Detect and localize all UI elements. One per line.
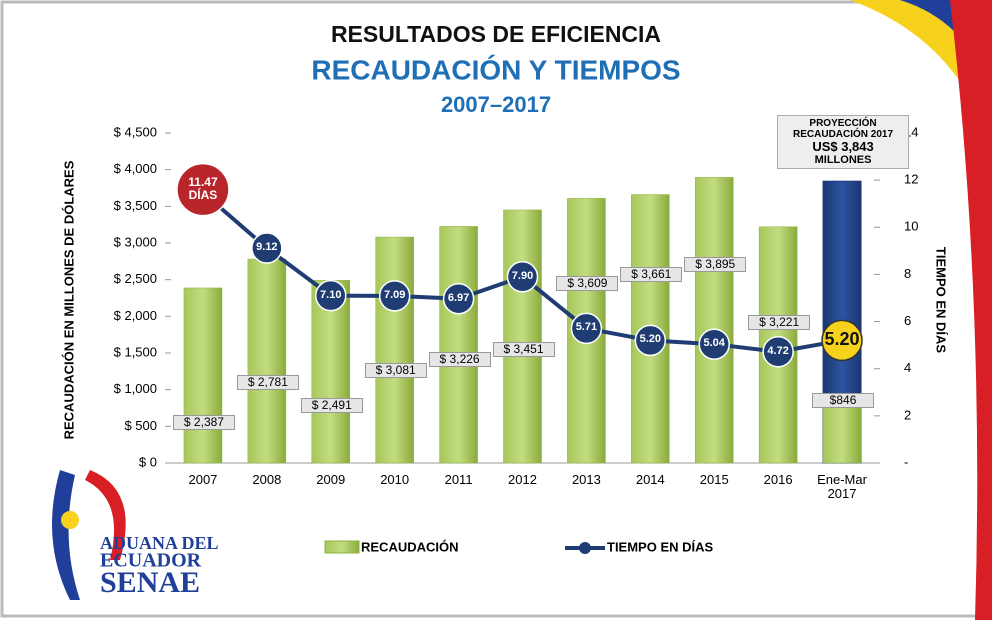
legend-swatch: [579, 542, 591, 554]
bar-value-label: $ 3,895: [684, 257, 746, 272]
point-value-label: 6.97: [444, 292, 474, 304]
y-tick-label: $ 3,500: [114, 198, 157, 213]
bar-value-label: $ 2,387: [173, 415, 235, 430]
logo-text: SENAE: [100, 566, 200, 599]
chart-subtitle: RECAUDACIÓN Y TIEMPOS: [311, 54, 680, 85]
point-value-label: 11.47 DÍAS: [177, 176, 229, 202]
y2-tick-label: 4: [904, 360, 911, 375]
y-tick-label: $ 0: [139, 454, 157, 469]
bar: [376, 237, 414, 463]
y-tick-label: $ 2,500: [114, 271, 157, 286]
y-tick-label: $ 500: [124, 418, 157, 433]
y-axis-title: RECAUDACIÓN EN MILLONES DE DÓLARES: [61, 160, 76, 439]
bar-value-label: $ 2,491: [301, 398, 363, 413]
bar-value-label: $ 3,081: [365, 363, 427, 378]
point-value-label: 5.04: [699, 337, 729, 349]
point-value-label: 5.71: [571, 321, 601, 333]
chart-period: 2007–2017: [441, 92, 551, 117]
x-tick-label: 2013: [554, 473, 618, 487]
y-tick-label: $ 1,500: [114, 344, 157, 359]
projection-text: MILLONES: [778, 154, 908, 166]
x-tick-label: 2010: [363, 473, 427, 487]
chart-title: RESULTADOS DE EFICIENCIA: [331, 21, 661, 47]
point-value-label: 4.72: [763, 345, 793, 357]
x-tick-label: 2014: [618, 473, 682, 487]
x-tick-label: Ene-Mar 2017: [810, 473, 874, 502]
y-tick-label: $ 2,000: [114, 308, 157, 323]
bar: [504, 210, 542, 463]
logo-dot: [61, 511, 79, 529]
x-tick-label: 2007: [171, 473, 235, 487]
point-value-label: 7.90: [508, 270, 538, 282]
bar: [184, 288, 222, 463]
bar-value-label: $ 3,451: [493, 342, 555, 357]
y2-tick-label: 8: [904, 266, 911, 281]
point-value-label: 7.09: [380, 289, 410, 301]
y-tick-label: $ 4,000: [114, 161, 157, 176]
bar: [440, 226, 478, 463]
bar: [823, 401, 861, 463]
point-value-label: 7.10: [316, 289, 346, 301]
bar-value-label: $ 3,661: [620, 267, 682, 282]
bar-value-label: $ 3,609: [556, 276, 618, 291]
x-tick-label: 2012: [491, 473, 555, 487]
bar-value-label: $ 3,221: [748, 315, 810, 330]
page: RESULTADOS DE EFICIENCIA RECAUDACIÓN Y T…: [0, 0, 992, 620]
legend-label: TIEMPO EN DÍAS: [607, 539, 714, 554]
bar-value-label: $ 2,781: [237, 375, 299, 390]
bar: [695, 177, 733, 463]
y2-tick-label: 2: [904, 407, 911, 422]
x-tick-label: 2015: [682, 473, 746, 487]
x-tick-label: 2008: [235, 473, 299, 487]
y2-axis-title: TIEMPO EN DÍAS: [934, 247, 949, 354]
y2-tick-label: 12: [904, 172, 918, 187]
x-tick-label: 2011: [427, 473, 491, 487]
projection-text: PROYECCIÓN RECAUDACIÓN 2017: [778, 118, 908, 140]
bar: [248, 259, 286, 463]
x-tick-label: 2016: [746, 473, 810, 487]
bar-value-label: $ 3,226: [429, 352, 491, 367]
legend-label: RECAUDACIÓN: [361, 539, 459, 554]
projection-text: US$ 3,843: [778, 140, 908, 154]
y2-tick-label: 10: [904, 219, 918, 234]
point-value-label: 5.20: [822, 330, 862, 350]
y-tick-label: $ 1,000: [114, 381, 157, 396]
y-tick-label: $ 3,000: [114, 234, 157, 249]
y-tick-label: $ 4,500: [114, 124, 157, 139]
chart: RESULTADOS DE EFICIENCIA RECAUDACIÓN Y T…: [0, 0, 992, 620]
legend-swatch: [325, 541, 359, 553]
bar-value-label: $846: [812, 393, 874, 408]
x-tick-label: 2009: [299, 473, 363, 487]
y2-tick-label: 6: [904, 313, 911, 328]
point-value-label: 9.12: [252, 241, 282, 253]
point-value-label: 5.20: [635, 333, 665, 345]
y2-tick-label: -: [904, 454, 908, 469]
